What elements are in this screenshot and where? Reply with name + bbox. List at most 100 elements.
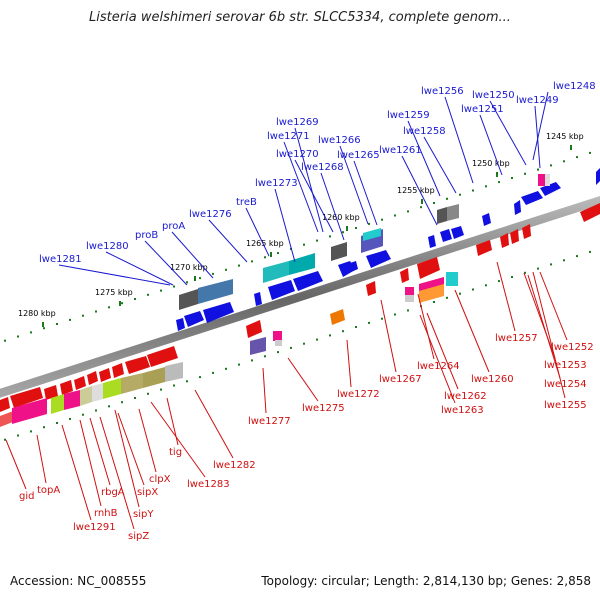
feature-block[interactable] [80,386,92,406]
feature-block[interactable] [538,174,545,186]
feature-block[interactable] [405,287,414,295]
bottom-gene-label[interactable]: sipX [137,487,158,498]
top-gene-label[interactable]: lwe1265 [337,150,380,161]
feature-block[interactable] [447,204,459,221]
bottom-gene-label[interactable]: rbgA [101,487,125,498]
bottom-gene-label[interactable]: gid [19,491,34,502]
gene-arrow[interactable] [10,387,43,408]
feature-block[interactable] [437,207,447,224]
gene-arrow[interactable] [0,397,10,412]
gene-arrow[interactable] [366,281,376,296]
top-gene-label[interactable]: lwe1259 [387,110,430,121]
gene-arrow[interactable] [417,257,440,279]
top-gene-label[interactable]: lwe1273 [255,178,298,189]
top-gene-label[interactable]: lwe1250 [472,90,515,101]
bottom-gene-label[interactable]: lwe1267 [379,374,422,385]
bottom-gene-label[interactable]: lwe1291 [73,522,116,533]
bottom-gene-label[interactable]: lwe1253 [544,360,587,371]
feature-block[interactable] [179,289,198,310]
feature-block[interactable] [419,277,444,291]
top-gene-label[interactable]: lwe1261 [379,145,422,156]
bottom-gene-label[interactable]: lwe1283 [187,479,230,490]
gene-arrow[interactable] [125,356,150,374]
top-gene-label[interactable]: proB [135,230,158,241]
bottom-gene-label[interactable]: rnhB [94,508,118,519]
bottom-gene-label[interactable]: lwe1264 [417,361,460,372]
feature-block[interactable] [405,295,414,302]
feature-block[interactable] [103,378,121,399]
top-gene-label[interactable]: lwe1269 [276,117,319,128]
top-gene-label[interactable]: lwe1270 [276,149,319,160]
top-gene-label[interactable]: lwe1281 [39,254,82,265]
gene-arrow[interactable] [176,318,185,331]
bottom-gene-label[interactable]: lwe1260 [471,374,514,385]
gene-arrow[interactable] [246,320,262,338]
bottom-gene-label[interactable]: lwe1257 [495,333,538,344]
gene-arrow[interactable] [74,376,86,390]
gene-arrow[interactable] [147,346,178,367]
gene-arrow[interactable] [521,191,543,205]
gene-arrow[interactable] [580,203,600,222]
gene-arrow[interactable] [428,235,436,248]
gene-arrow[interactable] [440,229,452,242]
bottom-gene-label[interactable]: sipY [133,509,154,520]
feature-block[interactable] [12,398,47,424]
gene-arrow[interactable] [500,233,509,248]
bottom-gene-label[interactable]: lwe1277 [248,416,291,427]
feature-block[interactable] [263,261,289,283]
gene-arrow[interactable] [366,250,391,268]
gene-arrow[interactable] [112,363,124,378]
bottom-gene-label[interactable]: lwe1255 [544,400,587,411]
feature-block[interactable] [198,279,233,304]
bottom-gene-label[interactable]: lwe1262 [444,391,487,402]
gene-arrow[interactable] [99,368,111,382]
feature-block[interactable] [121,373,143,394]
feature-block[interactable] [51,394,64,414]
top-gene-label[interactable]: lwe1266 [318,135,361,146]
gene-arrow[interactable] [330,309,345,325]
gene-arrow[interactable] [184,311,204,327]
top-gene-label[interactable]: proA [162,221,185,232]
gene-arrow[interactable] [522,224,531,239]
feature-block[interactable] [363,228,381,241]
gene-arrow[interactable] [451,226,464,239]
bottom-gene-label[interactable]: lwe1263 [441,405,484,416]
bottom-gene-label[interactable]: clpX [149,474,171,485]
bottom-gene-label[interactable]: sipZ [128,531,149,542]
gene-arrow[interactable] [293,271,323,291]
top-gene-label[interactable]: lwe1249 [516,95,559,106]
gene-arrow[interactable] [476,240,492,256]
gene-arrow[interactable] [254,292,262,306]
feature-block[interactable] [273,331,282,341]
bottom-gene-label[interactable]: lwe1272 [337,389,380,400]
feature-block[interactable] [545,174,550,186]
gene-arrow[interactable] [60,380,73,395]
feature-block[interactable] [143,367,165,388]
top-gene-label[interactable]: lwe1258 [403,126,446,137]
bottom-gene-label[interactable]: topA [37,485,60,496]
gene-arrow[interactable] [540,182,561,196]
gene-arrow[interactable] [514,200,521,215]
feature-block[interactable] [275,340,282,346]
feature-block[interactable] [92,383,103,402]
feature-block[interactable] [165,362,183,382]
gene-arrow[interactable] [203,302,234,323]
feature-block[interactable] [250,337,266,355]
bottom-gene-label[interactable]: tig [169,447,182,458]
feature-block[interactable] [331,242,347,261]
gene-arrow[interactable] [596,168,600,185]
gene-arrow[interactable] [87,371,98,385]
top-gene-label[interactable]: treB [236,197,257,208]
gene-arrow[interactable] [268,280,295,300]
gene-arrow[interactable] [347,261,358,273]
bottom-gene-label[interactable]: lwe1282 [213,460,256,471]
top-gene-label[interactable]: lwe1251 [461,104,504,115]
top-gene-label[interactable]: lwe1248 [553,81,596,92]
bottom-gene-label[interactable]: lwe1252 [551,342,594,353]
top-gene-label[interactable]: lwe1256 [421,86,464,97]
feature-block[interactable] [64,390,80,410]
gene-arrow[interactable] [44,385,58,400]
gene-arrow[interactable] [482,213,491,226]
feature-block[interactable] [446,272,458,286]
bottom-gene-label[interactable]: lwe1275 [302,403,345,414]
